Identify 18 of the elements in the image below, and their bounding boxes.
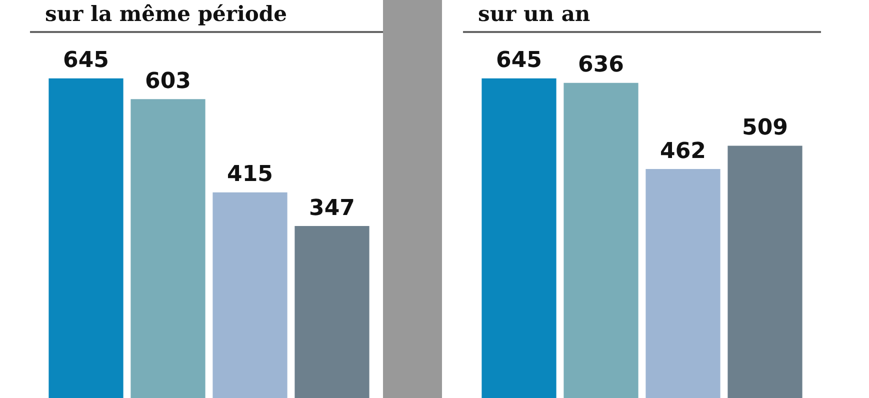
bar <box>482 78 556 398</box>
bar <box>646 169 720 398</box>
bar <box>564 82 638 398</box>
data-label: 603 <box>145 68 191 94</box>
data-label: 636 <box>578 52 624 78</box>
data-label: 347 <box>309 196 355 221</box>
data-label: 645 <box>63 48 109 74</box>
data-label: 645 <box>496 48 542 74</box>
bar <box>294 226 370 398</box>
bar <box>212 192 288 398</box>
bar <box>130 99 206 398</box>
bar <box>48 78 124 398</box>
chart-title: sur la même période <box>45 0 288 28</box>
chart-title: sur un an <box>478 0 592 28</box>
data-label: 415 <box>227 162 273 188</box>
data-label: 509 <box>742 115 788 140</box>
bar <box>728 146 802 398</box>
data-label: 462 <box>660 138 706 164</box>
